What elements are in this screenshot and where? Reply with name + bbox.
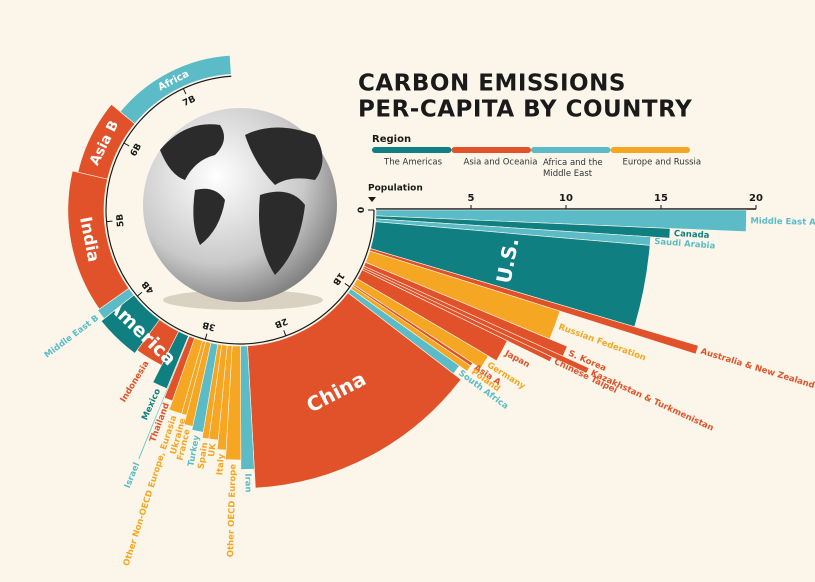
bar-label: Saudi Arabia (654, 237, 716, 252)
population-tick-label: 1B (330, 270, 346, 287)
population-tick (344, 283, 351, 288)
bar (375, 209, 747, 232)
population-axis (105, 75, 375, 345)
legend-swatch (531, 147, 611, 153)
population-label: Population (368, 184, 423, 194)
bar-label: Spain (196, 442, 210, 470)
bar (77, 104, 136, 180)
bar (240, 345, 255, 470)
legend-label: Africa and the Middle East (543, 158, 603, 179)
population-tick (123, 142, 130, 147)
bar (247, 292, 462, 489)
bar (183, 341, 212, 427)
legend-title: Region (372, 134, 411, 145)
population-tick (182, 88, 187, 95)
legend-label-part: Middle East (543, 169, 593, 179)
population-tick (137, 291, 143, 297)
bar (361, 267, 553, 363)
legend-swatch (372, 147, 452, 153)
bar (152, 330, 189, 389)
bar-label: Middle East B (43, 313, 101, 360)
population-tick-label: 5B (115, 213, 126, 227)
population-tick (106, 220, 113, 223)
bar (201, 343, 222, 440)
legend-label-part: Africa and the (543, 158, 603, 168)
population-tick-label: 7B (181, 94, 197, 109)
bar (119, 55, 232, 125)
x-tick-label: 5 (468, 193, 475, 204)
bar (137, 335, 190, 460)
legend-label: Asia and Oceania (464, 158, 538, 168)
bar (225, 345, 242, 461)
bar-label: Japan (502, 348, 531, 370)
population-tick-label: 2B (273, 315, 289, 329)
continents (160, 124, 323, 275)
bar (356, 269, 508, 362)
bar-label: Other OECD Europe (226, 464, 239, 558)
legend-swatch (610, 147, 690, 153)
bar-label: Israel (123, 461, 142, 490)
population-tick (204, 333, 208, 340)
bar-label: UK (207, 443, 219, 458)
legend-swatch (451, 147, 531, 153)
bar-label: Iran (242, 473, 253, 492)
bar-label: Australia & New Zealand (699, 347, 815, 391)
x-tick-label: 15 (654, 193, 668, 204)
bar-label: Canada (674, 229, 710, 241)
bar-label: Italy (215, 453, 227, 476)
x-tick-label: 10 (559, 193, 573, 204)
population-marker (368, 197, 376, 202)
x-tick-label: 20 (749, 193, 763, 204)
bar (168, 337, 203, 415)
bar (353, 278, 489, 369)
population-tick (283, 330, 287, 337)
population-tick-label: 0 (355, 207, 365, 213)
title-line: CARBON EMISSIONS (358, 71, 626, 97)
population-tick-label: 4B (140, 278, 156, 295)
bar (191, 342, 219, 433)
bar-label: Kazakhstan & Turkmenistan (589, 368, 715, 433)
bar (362, 265, 590, 374)
legend-label: Europe and Russia (623, 158, 702, 168)
population-tick-label: 3B (201, 319, 216, 332)
bar (97, 287, 135, 320)
bar-label: Indonesia (119, 359, 152, 404)
bar (369, 248, 699, 355)
bar (216, 345, 233, 451)
bar (375, 215, 671, 239)
legend-label: The Americas (383, 158, 443, 168)
title-line: PER-CAPITA BY COUNTRY (358, 97, 692, 123)
bar-label: Middle East A (750, 216, 815, 227)
bar (67, 170, 130, 310)
bar (350, 285, 472, 372)
population-tick-label: 6B (129, 142, 144, 158)
